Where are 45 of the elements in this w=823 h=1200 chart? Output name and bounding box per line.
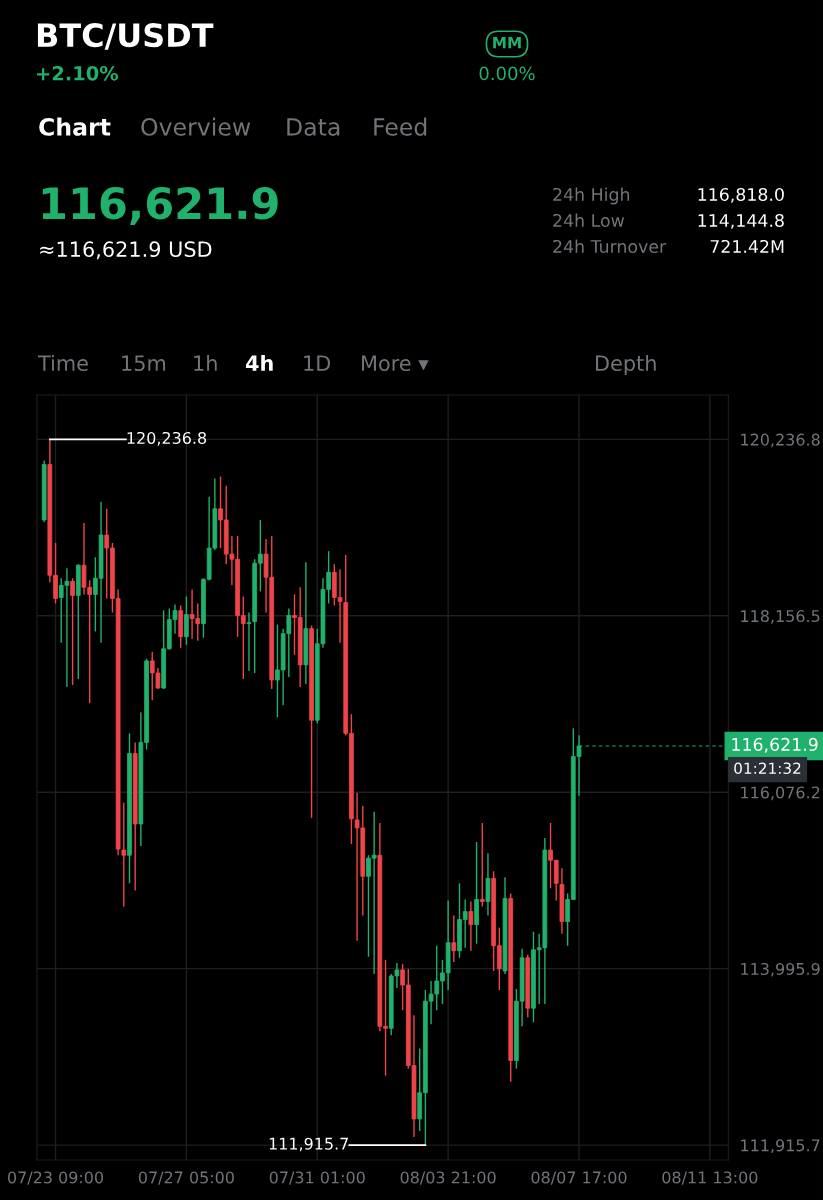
text: 721.42M bbox=[710, 239, 784, 253]
text: Feed bbox=[374, 117, 427, 136]
text: 15m bbox=[122, 355, 166, 372]
candlestick bbox=[70, 577, 75, 686]
x-tick-label: 07/27 05:00 bbox=[138, 1171, 234, 1185]
text: MM bbox=[493, 37, 521, 49]
text: Time bbox=[37, 354, 88, 372]
x-tick-label: 07/23 09:00 bbox=[8, 1171, 104, 1185]
text: Depth bbox=[596, 354, 656, 376]
candlestick bbox=[485, 852, 491, 917]
text: Data bbox=[287, 118, 340, 136]
x-tick-label: 08/07 17:00 bbox=[531, 1171, 627, 1185]
text: 0.00% bbox=[479, 66, 535, 81]
text: 24h Low bbox=[553, 213, 625, 228]
text: 1h bbox=[194, 354, 217, 371]
x-tick-label: 08/11 13:00 bbox=[662, 1171, 758, 1185]
text: 24h Turnover bbox=[553, 239, 667, 254]
y-tick-label: 116,076.2 bbox=[741, 786, 820, 801]
candlestick bbox=[184, 595, 189, 646]
chart-title: BTC/USDT bbox=[37, 23, 214, 50]
text: Overview bbox=[141, 117, 251, 136]
text: 116,818.0 bbox=[698, 187, 784, 203]
text: ≈116,621.9 USD bbox=[40, 241, 212, 260]
candlestick bbox=[246, 611, 252, 672]
annotation: 111,915.7 bbox=[269, 1137, 348, 1152]
text: 114,144.8 bbox=[698, 213, 784, 229]
candlestick bbox=[479, 822, 485, 908]
y-tick-label: 111,915.7 bbox=[741, 1139, 820, 1154]
x-tick-label: 08/03 21:00 bbox=[400, 1171, 496, 1185]
annotation: 120,236.8 bbox=[127, 431, 207, 446]
y-tick-label: 120,236.8 bbox=[741, 433, 820, 448]
y-tick-label: 118,156.5 bbox=[741, 610, 820, 624]
text: 01:21:32 bbox=[734, 762, 801, 774]
text: Chart bbox=[39, 117, 111, 136]
text: 116,621.9 bbox=[42, 186, 278, 225]
candlestick bbox=[468, 900, 474, 952]
x-tick-label: 07/31 01:00 bbox=[269, 1171, 365, 1185]
text: 24h High bbox=[553, 187, 630, 205]
candlestick bbox=[451, 914, 457, 963]
text: +2.10% bbox=[37, 65, 119, 81]
text: More ▾ bbox=[362, 355, 429, 372]
y-tick-label: 113,995.9 bbox=[741, 962, 820, 977]
text: 4h bbox=[245, 354, 273, 371]
ref-line-label: 116,621.9 bbox=[732, 737, 818, 753]
text: 1D bbox=[304, 355, 331, 371]
